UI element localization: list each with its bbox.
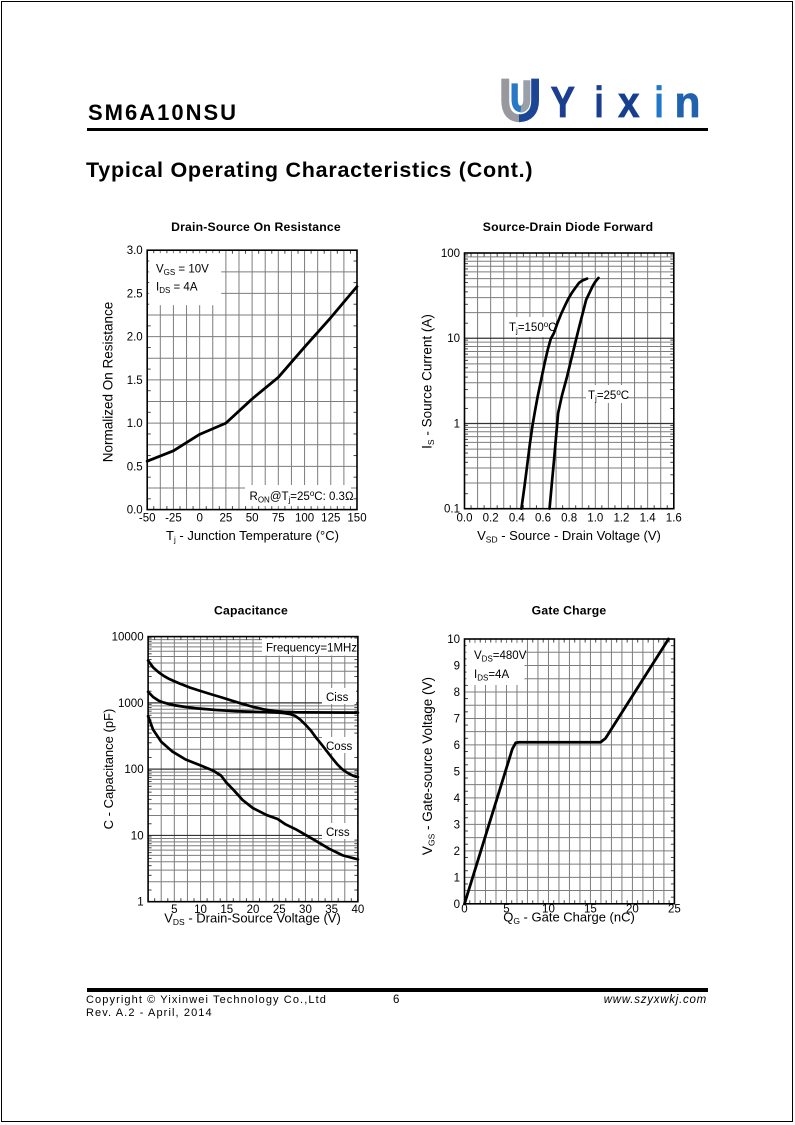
svg-text:Source-Drain Diode Forward: Source-Drain Diode Forward: [483, 220, 653, 234]
svg-text:35: 35: [325, 904, 338, 916]
svg-text:1: 1: [454, 872, 460, 884]
svg-text:1.0: 1.0: [127, 418, 143, 430]
svg-text:10: 10: [194, 904, 207, 916]
svg-text:20: 20: [247, 904, 260, 916]
svg-text:0.8: 0.8: [561, 513, 577, 525]
svg-text:2.0: 2.0: [127, 332, 143, 344]
svg-text:VDS​ - Drain-Source Voltage (V: VDS​ - Drain-Source Voltage (V): [164, 911, 341, 928]
svg-text:0.1: 0.1: [444, 504, 460, 516]
svg-text:20: 20: [626, 904, 639, 916]
svg-text:1000: 1000: [118, 698, 144, 710]
svg-text:3.0: 3.0: [127, 245, 143, 257]
svg-text:Gate Charge: Gate Charge: [532, 604, 607, 618]
svg-text:QG​ - Gate Charge (nC): QG​ - Gate Charge (nC): [503, 910, 635, 927]
svg-text:10000: 10000: [112, 632, 144, 644]
svg-text:1.6: 1.6: [666, 513, 682, 525]
svg-text:Tj​ - Junction Temperature (°C: Tj​ - Junction Temperature (°C): [166, 528, 339, 545]
svg-text:150: 150: [347, 513, 366, 525]
svg-text:Normalized On Resistance: Normalized On Resistance: [101, 302, 116, 463]
svg-text:Capacitance: Capacitance: [214, 604, 288, 618]
svg-text:Y: Y: [551, 78, 576, 127]
svg-text:RON​@Tj​=25o​C: 0.3Ω: RON​@Tj​=25o​C: 0.3Ω: [250, 489, 354, 505]
svg-text:2.5: 2.5: [127, 288, 143, 300]
svg-text:VSD​ - Source - Drain Voltage: VSD​ - Source - Drain Voltage (V): [477, 528, 661, 545]
svg-text:Ciss: Ciss: [326, 692, 349, 704]
svg-text:6: 6: [454, 740, 460, 752]
svg-text:8: 8: [454, 687, 460, 699]
svg-text:Coss: Coss: [326, 741, 352, 753]
svg-text:Frequency=1MHz: Frequency=1MHz: [266, 643, 357, 655]
svg-text:10: 10: [131, 830, 144, 842]
svg-text:15: 15: [584, 904, 597, 916]
svg-text:25: 25: [273, 904, 286, 916]
svg-text:100: 100: [441, 248, 460, 260]
svg-text:5: 5: [171, 904, 177, 916]
svg-text:x: x: [618, 78, 640, 127]
svg-text:Tj​=25o​C: Tj​=25o​C: [588, 388, 629, 404]
svg-text:5: 5: [454, 766, 460, 778]
svg-text:3: 3: [454, 819, 460, 831]
svg-text:100: 100: [124, 764, 143, 776]
svg-text:30: 30: [299, 904, 312, 916]
svg-text:1.4: 1.4: [640, 513, 657, 525]
svg-text:-25: -25: [165, 513, 182, 525]
svg-text:1: 1: [137, 897, 143, 909]
svg-text:-50: -50: [139, 513, 156, 525]
svg-text:75: 75: [272, 513, 285, 525]
svg-text:0: 0: [196, 513, 202, 525]
svg-text:VGS​ - Gate-source Voltage (V): VGS​ - Gate-source Voltage (V): [420, 677, 437, 855]
svg-text:0.5: 0.5: [127, 461, 143, 473]
svg-text:4: 4: [454, 793, 461, 805]
svg-text:i: i: [655, 78, 664, 127]
svg-text:0: 0: [461, 904, 467, 916]
svg-text:1: 1: [454, 418, 460, 430]
svg-text:25: 25: [668, 904, 681, 916]
svg-text:0: 0: [454, 899, 460, 911]
svg-text:0.2: 0.2: [483, 513, 499, 525]
svg-text:125: 125: [321, 513, 340, 525]
svg-text:1.2: 1.2: [613, 513, 629, 525]
svg-text:25: 25: [219, 513, 232, 525]
svg-text:15: 15: [220, 904, 233, 916]
svg-text:Drain-Source On Resistance: Drain-Source On Resistance: [171, 220, 341, 234]
svg-text:Crss: Crss: [326, 827, 350, 839]
svg-text:7: 7: [454, 713, 460, 725]
svg-text:10: 10: [542, 904, 555, 916]
svg-text:0.6: 0.6: [535, 513, 551, 525]
svg-text:9: 9: [454, 660, 460, 672]
svg-text:100: 100: [295, 513, 314, 525]
svg-text:1.5: 1.5: [127, 375, 143, 387]
svg-text:i: i: [595, 78, 604, 127]
svg-text:n: n: [675, 78, 701, 127]
svg-text:10: 10: [447, 634, 460, 646]
svg-text:0.0: 0.0: [127, 505, 143, 517]
svg-text:0.4: 0.4: [509, 513, 526, 525]
svg-text:50: 50: [246, 513, 259, 525]
svg-text:2: 2: [454, 846, 460, 858]
svg-text:0.0: 0.0: [457, 513, 473, 525]
svg-text:1.0: 1.0: [587, 513, 603, 525]
svg-text:40: 40: [352, 904, 365, 916]
svg-text:10: 10: [447, 333, 460, 345]
svg-text:5: 5: [503, 904, 509, 916]
svg-text:IS​ - Source Current (A): IS​ - Source Current (A): [420, 314, 437, 449]
svg-text:C - Capacitance (pF): C - Capacitance (pF): [101, 709, 116, 830]
